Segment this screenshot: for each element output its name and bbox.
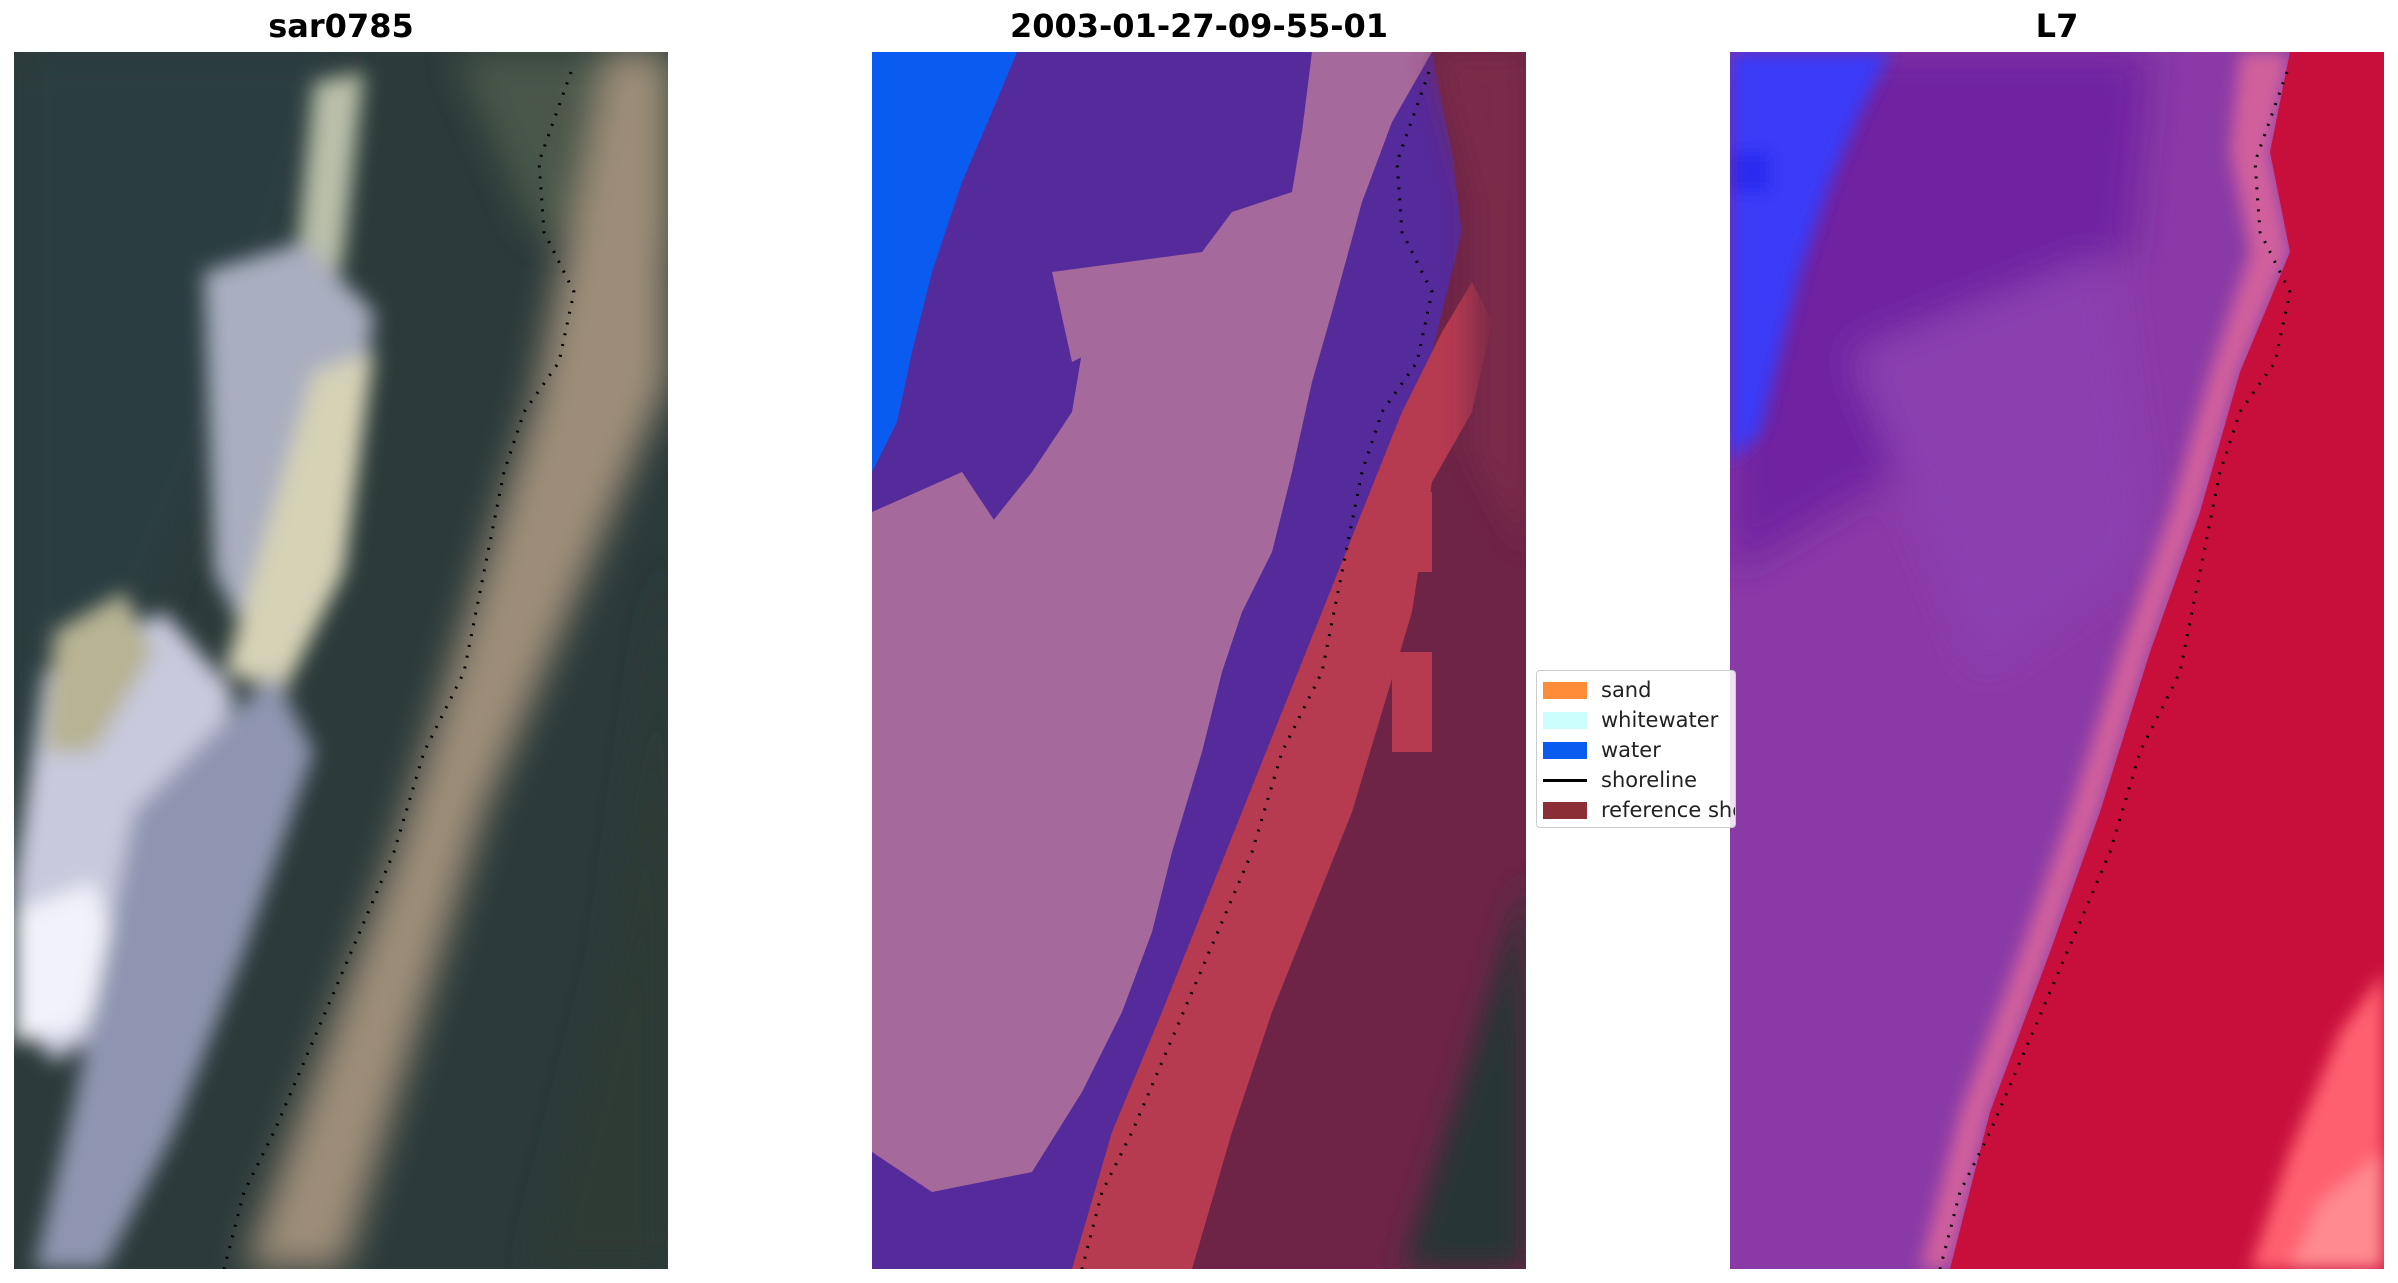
legend-label: shoreline xyxy=(1601,768,1698,792)
rgb-image xyxy=(14,52,668,1269)
middle-panel-title: 2003-01-27-09-55-01 xyxy=(1009,7,1389,45)
legend-item-water: water xyxy=(1543,735,1735,765)
legend-label: water xyxy=(1601,738,1661,762)
right-panel-title: L7 xyxy=(2035,7,2079,45)
legend-item-whitewater: whitewater xyxy=(1543,705,1735,735)
whitewater-swatch xyxy=(1543,711,1587,729)
legend-item-sand: sand xyxy=(1543,675,1735,705)
legend: sand whitewater water shoreline referenc… xyxy=(1536,670,1736,828)
false-color-image xyxy=(1730,52,2384,1269)
reference-buffer-swatch xyxy=(1543,801,1587,819)
classification-image xyxy=(872,52,1526,1269)
rgb-image-panel xyxy=(14,52,668,1269)
sand-swatch xyxy=(1543,681,1587,699)
legend-label: sand xyxy=(1601,678,1652,702)
shoreline-line-swatch xyxy=(1543,778,1587,782)
classification-panel xyxy=(872,52,1526,1269)
legend-item-reference-shoreline-buffer: reference shoreline buffer xyxy=(1543,795,1735,825)
false-color-panel xyxy=(1730,52,2384,1269)
shoreline-line xyxy=(222,71,576,1269)
shoreline-line xyxy=(1938,71,2292,1269)
legend-item-shoreline: shoreline xyxy=(1543,765,1735,795)
left-panel-title: sar0785 xyxy=(268,7,414,45)
legend-label: whitewater xyxy=(1601,708,1719,732)
shoreline-line xyxy=(1080,71,1434,1269)
legend-label: reference shoreline buffer xyxy=(1601,798,1735,822)
water-swatch xyxy=(1543,741,1587,759)
